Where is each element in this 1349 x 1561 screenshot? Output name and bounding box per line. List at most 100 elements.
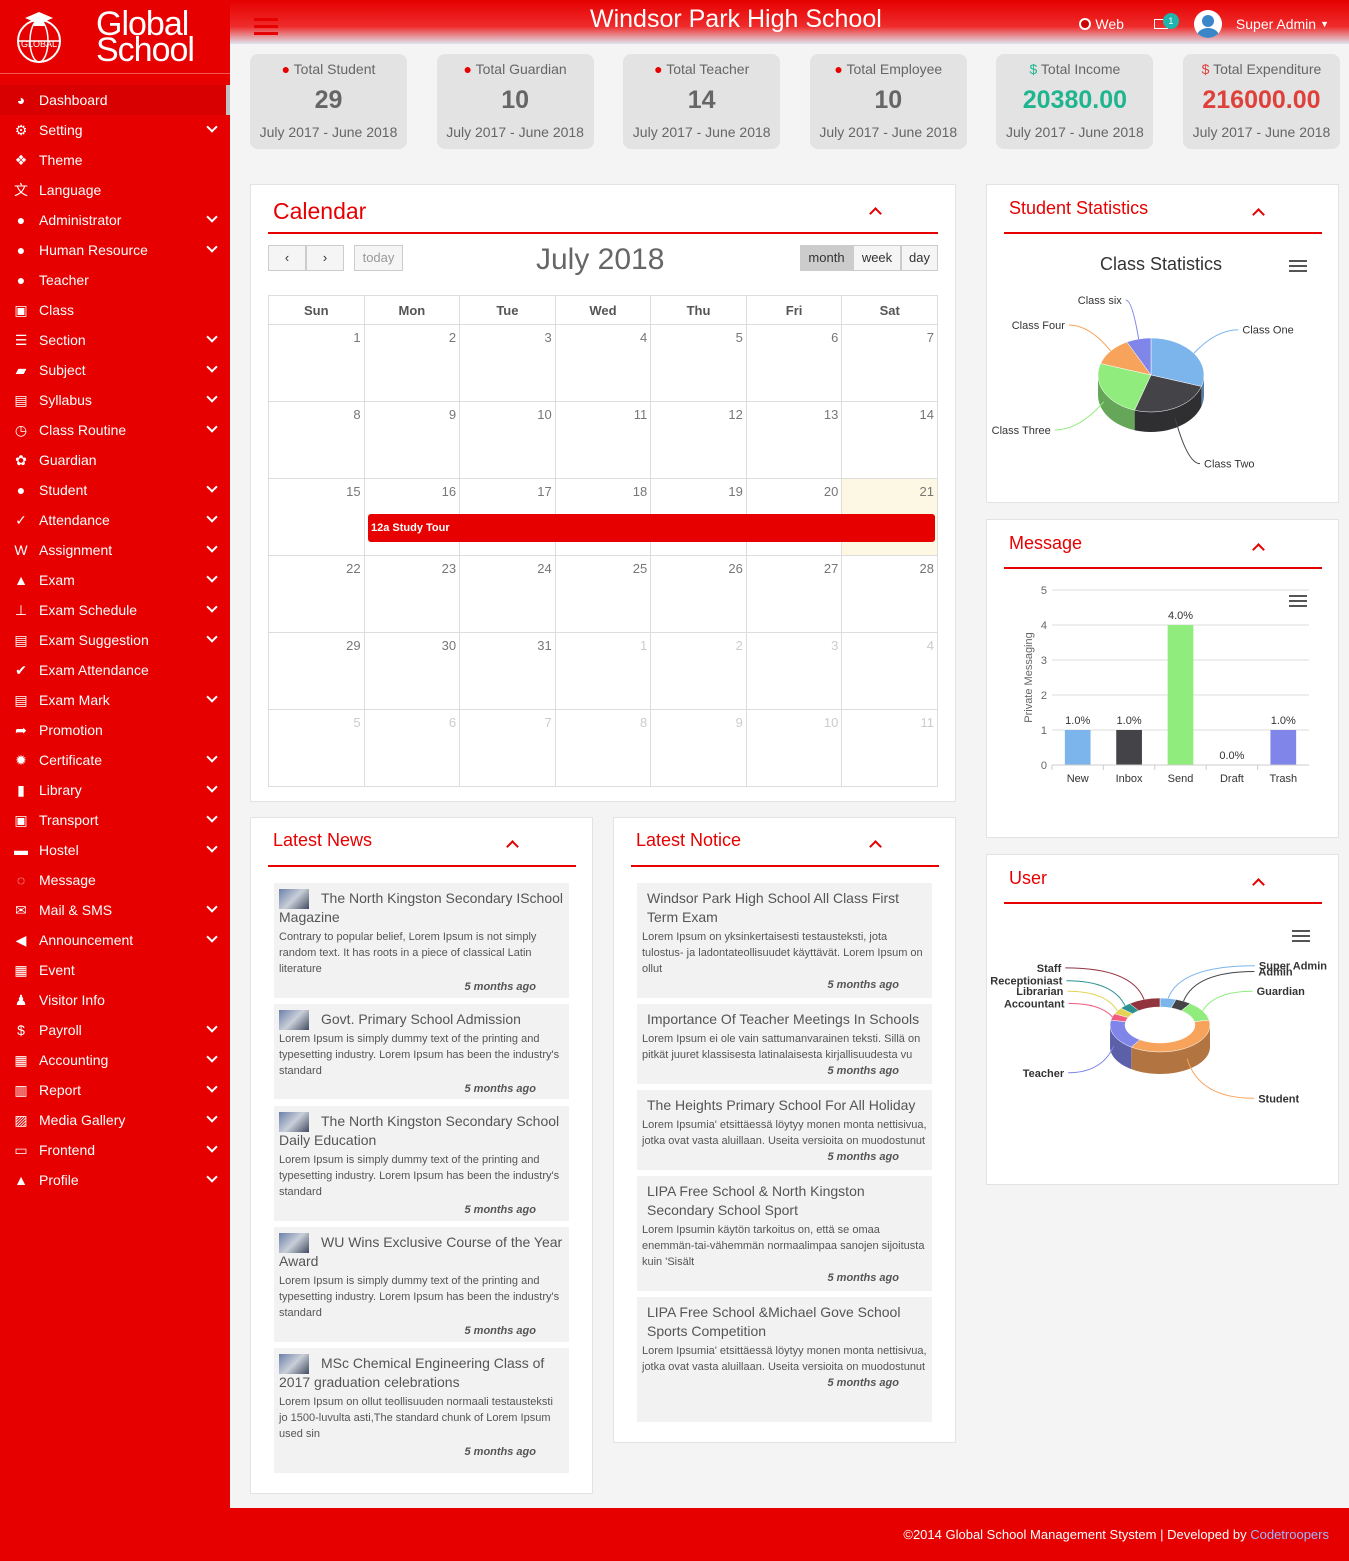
sidebar-item-message[interactable]: ◌ Message <box>0 865 230 895</box>
mail-icon[interactable]: 1 <box>1153 13 1179 29</box>
sidebar-item-media-gallery[interactable]: ▨ Media Gallery <box>0 1105 230 1135</box>
calendar-day[interactable]: 11 <box>841 709 938 787</box>
sidebar-item-attendance[interactable]: ✓ Attendance <box>0 505 230 535</box>
calendar-day[interactable]: 22 <box>268 555 365 633</box>
next-button[interactable]: › <box>306 245 344 271</box>
calendar-day[interactable]: 25 <box>554 555 652 633</box>
caret-down-icon[interactable]: ▼ <box>1320 19 1329 29</box>
sidebar-item-subject[interactable]: ▰ Subject <box>0 355 230 385</box>
calendar-day[interactable]: 2 <box>650 632 747 710</box>
view-day-button[interactable]: day <box>901 245 938 271</box>
sidebar-item-language[interactable]: 文 Language <box>0 175 230 205</box>
sidebar-item-guardian[interactable]: ✿ Guardian <box>0 445 230 475</box>
calendar-day[interactable]: 8 <box>554 709 652 787</box>
collapse-icon[interactable] <box>1252 208 1265 221</box>
sidebar-item-dashboard[interactable]: ◕ Dashboard <box>0 85 230 115</box>
calendar-day[interactable]: 3 <box>745 632 843 710</box>
notice-title[interactable]: The Heights Primary School For All Holid… <box>647 1097 916 1113</box>
user-name[interactable]: Super Admin <box>1235 16 1317 32</box>
sidebar-item-assignment[interactable]: W Assignment <box>0 535 230 565</box>
sidebar-item-frontend[interactable]: ▭ Frontend <box>0 1135 230 1165</box>
calendar-day[interactable]: 5 <box>650 324 747 402</box>
calendar-day[interactable]: 4 <box>841 632 938 710</box>
calendar-event[interactable]: 12a Study Tour <box>368 514 935 542</box>
news-item[interactable]: WU Wins Exclusive Course of the Year Awa… <box>274 1227 569 1342</box>
bar[interactable] <box>1116 730 1142 765</box>
sidebar-item-promotion[interactable]: ➦ Promotion <box>0 715 230 745</box>
calendar-day[interactable]: 4 <box>554 324 652 402</box>
notice-title[interactable]: LIPA Free School & North Kingston Second… <box>647 1183 865 1218</box>
calendar-day[interactable]: 11 <box>554 401 652 479</box>
calendar-day[interactable]: 12 <box>650 401 747 479</box>
news-title[interactable]: The North Kingston Secondary School Dail… <box>279 1113 560 1148</box>
sidebar-item-mail-sms[interactable]: ✉ Mail & SMS <box>0 895 230 925</box>
chart-menu-icon[interactable] <box>1292 930 1310 943</box>
sidebar-item-report[interactable]: ▥ Report <box>0 1075 230 1105</box>
sidebar-item-library[interactable]: ▮ Library <box>0 775 230 805</box>
sidebar-item-profile[interactable]: ▲ Profile <box>0 1165 230 1195</box>
calendar-day[interactable]: 10 <box>745 709 843 787</box>
sidebar-item-student[interactable]: ● Student <box>0 475 230 505</box>
prev-button[interactable]: ‹ <box>268 245 306 271</box>
sidebar-item-theme[interactable]: ❖ Theme <box>0 145 230 175</box>
calendar-day[interactable]: 31 <box>459 632 556 710</box>
sidebar-item-hostel[interactable]: ▬ Hostel <box>0 835 230 865</box>
calendar-day[interactable]: 5 <box>268 709 365 787</box>
sidebar-item-accounting[interactable]: ▦ Accounting <box>0 1045 230 1075</box>
bar[interactable] <box>1064 730 1091 765</box>
collapse-icon[interactable] <box>1252 543 1265 556</box>
calendar-day[interactable]: 27 <box>745 555 843 633</box>
notice-title[interactable]: Importance Of Teacher Meetings In School… <box>647 1011 920 1027</box>
calendar-day[interactable]: 13 <box>745 401 843 479</box>
pie-slice[interactable] <box>1150 337 1205 387</box>
calendar-day[interactable]: 7 <box>459 709 556 787</box>
sidebar-item-visitor-info[interactable]: ♟ Visitor Info <box>0 985 230 1015</box>
footer-link[interactable]: Codetroopers <box>1250 1527 1329 1542</box>
news-item[interactable]: Govt. Primary School Admission Lorem Ipsu… <box>274 1004 569 1099</box>
calendar-day[interactable]: 1 <box>268 324 365 402</box>
calendar-day[interactable]: 30 <box>363 632 461 710</box>
collapse-icon[interactable] <box>869 207 882 220</box>
logo[interactable]: GLOBAL Global School <box>0 0 230 74</box>
calendar-day[interactable]: 9 <box>363 401 461 479</box>
calendar-day[interactable]: 8 <box>268 401 365 479</box>
news-title[interactable]: Govt. Primary School Admission <box>321 1011 521 1027</box>
news-item[interactable]: MSc Chemical Engineering Class of 2017 g… <box>274 1348 569 1473</box>
view-month-button[interactable]: month <box>800 245 853 271</box>
sidebar-item-announcement[interactable]: ◀ Announcement <box>0 925 230 955</box>
donut-slice[interactable] <box>1129 997 1161 1011</box>
news-title[interactable]: MSc Chemical Engineering Class of 2017 g… <box>279 1355 545 1390</box>
calendar-day[interactable]: 7 <box>841 324 938 402</box>
news-item[interactable]: The North Kingston Secondary ISchool Mag… <box>274 883 569 998</box>
sidebar-item-section[interactable]: ☰ Section <box>0 325 230 355</box>
sidebar-item-event[interactable]: ▦ Event <box>0 955 230 985</box>
sidebar-item-exam-attendance[interactable]: ✔ Exam Attendance <box>0 655 230 685</box>
calendar-day[interactable]: 23 <box>363 555 461 633</box>
sidebar-item-syllabus[interactable]: ▤ Syllabus <box>0 385 230 415</box>
bar[interactable] <box>1270 730 1297 765</box>
calendar-day[interactable]: 2 <box>363 324 461 402</box>
collapse-icon[interactable] <box>506 840 519 853</box>
sidebar-item-class[interactable]: ▣ Class <box>0 295 230 325</box>
news-title[interactable]: WU Wins Exclusive Course of the Year Awa… <box>279 1234 563 1269</box>
sidebar-item-class-routine[interactable]: ◷ Class Routine <box>0 415 230 445</box>
sidebar-item-transport[interactable]: ▣ Transport <box>0 805 230 835</box>
calendar-day[interactable]: 9 <box>650 709 747 787</box>
calendar-day[interactable]: 26 <box>650 555 747 633</box>
sidebar-item-payroll[interactable]: $ Payroll <box>0 1015 230 1045</box>
sidebar-item-setting[interactable]: ⚙ Setting <box>0 115 230 145</box>
calendar-day[interactable]: 15 <box>268 478 365 556</box>
calendar-day[interactable]: 1 <box>554 632 652 710</box>
notice-item[interactable]: LIPA Free School & North Kingston Second… <box>637 1176 932 1291</box>
sidebar-item-exam[interactable]: ▲ Exam <box>0 565 230 595</box>
chart-menu-icon[interactable] <box>1289 260 1307 273</box>
menu-toggle-icon[interactable] <box>254 18 278 36</box>
notice-item[interactable]: LIPA Free School &Michael Gove School Sp… <box>637 1297 932 1422</box>
pie-slice[interactable] <box>1134 374 1202 413</box>
calendar-day[interactable]: 10 <box>459 401 556 479</box>
avatar[interactable] <box>1193 10 1222 38</box>
calendar-day[interactable]: 28 <box>841 555 938 633</box>
sidebar-item-human-resource[interactable]: ● Human Resource <box>0 235 230 265</box>
web-link[interactable]: Web <box>1079 16 1124 32</box>
sidebar-item-certificate[interactable]: ✹ Certificate <box>0 745 230 775</box>
